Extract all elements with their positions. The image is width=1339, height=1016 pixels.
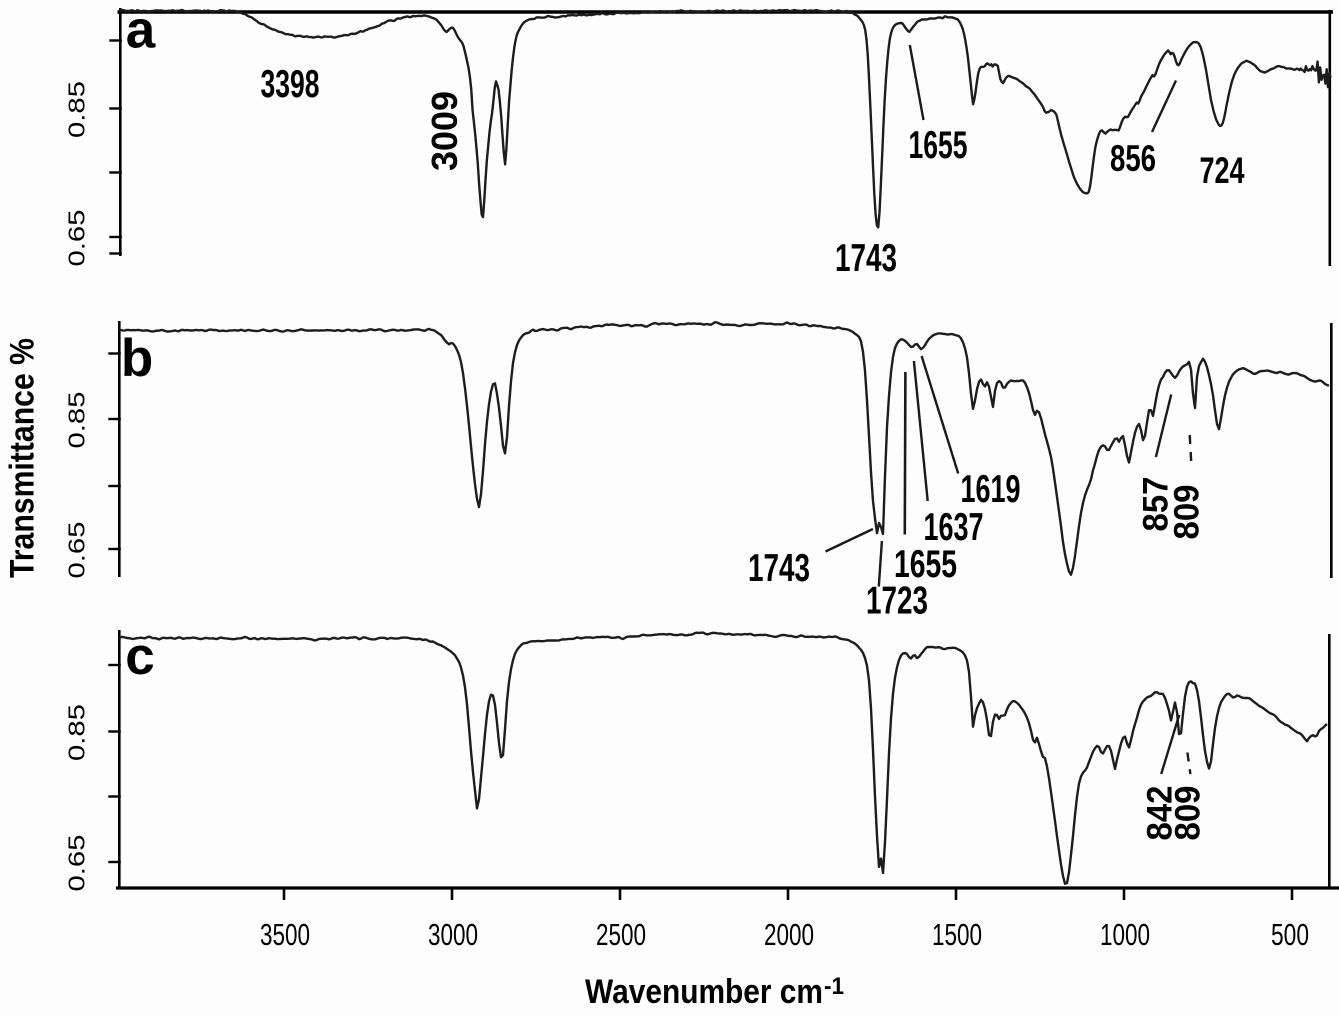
svg-text:500: 500 [1271,917,1309,952]
svg-text:0.65: 0.65 [64,210,90,267]
svg-text:857: 857 [1137,477,1176,532]
svg-text:a: a [126,1,156,60]
svg-text:1637: 1637 [924,506,984,549]
svg-text:c: c [125,627,154,686]
svg-text:1723: 1723 [866,580,928,623]
svg-text:0.65: 0.65 [64,835,90,892]
svg-text:Transmittance %: Transmittance % [4,338,42,578]
svg-text:3000: 3000 [428,917,478,952]
svg-text:b: b [121,329,153,388]
svg-text:1619: 1619 [961,468,1021,511]
svg-text:1743: 1743 [748,547,810,590]
svg-text:0.85: 0.85 [64,704,90,761]
svg-text:Wavenumber cm: Wavenumber cm [585,973,823,1011]
svg-text:-1: -1 [824,973,844,1000]
svg-text:3009: 3009 [424,91,465,171]
svg-text:1655: 1655 [894,543,957,586]
svg-text:724: 724 [1200,150,1245,191]
svg-text:2500: 2500 [596,917,646,952]
svg-text:809: 809 [1169,786,1208,841]
svg-text:0.85: 0.85 [64,81,90,138]
svg-text:3398: 3398 [261,63,320,106]
svg-text:1655: 1655 [909,124,968,167]
svg-text:0.85: 0.85 [64,392,90,449]
svg-text:842: 842 [1141,786,1180,841]
svg-text:856: 856 [1110,138,1156,179]
svg-text:2000: 2000 [764,917,814,952]
svg-text:3500: 3500 [260,917,310,952]
svg-text:809: 809 [1168,485,1207,540]
svg-text:1000: 1000 [1100,917,1150,952]
svg-text:1743: 1743 [835,237,897,280]
svg-text:1500: 1500 [932,917,982,952]
svg-text:0.65: 0.65 [64,522,90,579]
